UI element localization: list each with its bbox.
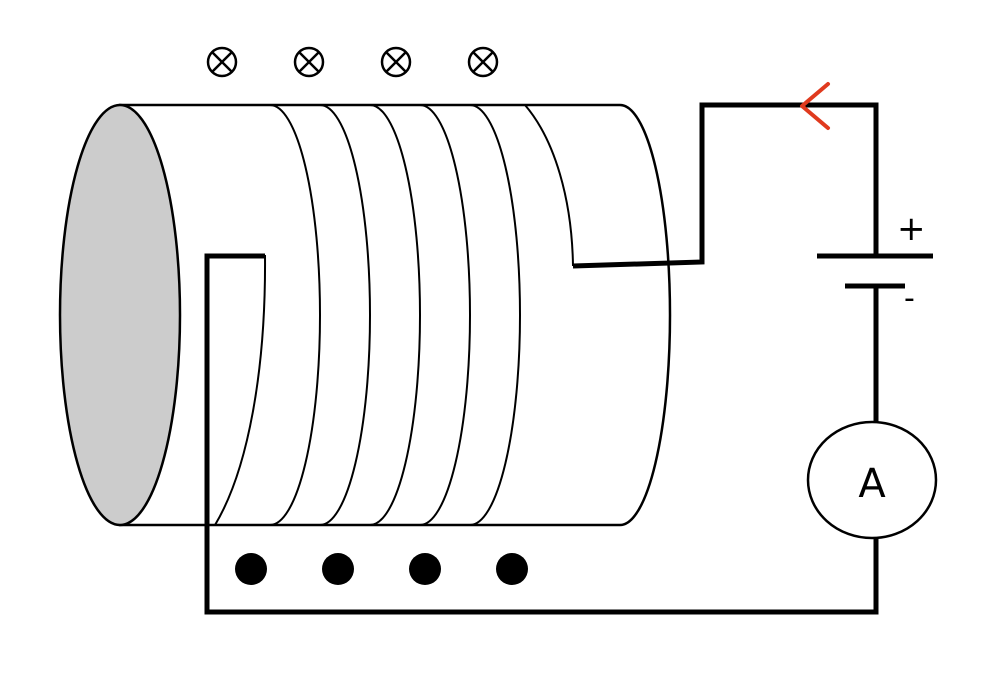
dot-out-of-page-icon (496, 553, 528, 585)
circuit-wire (204, 102, 879, 615)
cross-into-page-icon (380, 46, 412, 78)
coil-turn (419, 104, 471, 526)
field-into-page-markers (206, 46, 499, 78)
dot-out-of-page-icon (409, 553, 441, 585)
coil-turn (269, 104, 321, 526)
battery (817, 253, 933, 289)
dot-out-of-page-icon (235, 553, 267, 585)
cross-into-page-icon (293, 46, 325, 78)
coil-turn-first (214, 254, 267, 526)
solenoid-end-face (58, 103, 182, 527)
current-direction-arrow (800, 82, 830, 130)
dot-out-of-page-icon (322, 553, 354, 585)
cross-into-page-icon (206, 46, 238, 78)
coil-windings (214, 104, 574, 526)
cross-into-page-icon (467, 46, 499, 78)
battery-negative-label: - (904, 281, 915, 316)
wire-bottom-return (204, 253, 879, 615)
ammeter-label: A (858, 461, 886, 507)
battery-positive-label: + (897, 209, 926, 249)
coil-turn (469, 104, 521, 526)
coil-turn-last (524, 104, 574, 267)
solenoid-cylinder-body (118, 103, 672, 527)
field-out-of-page-markers (235, 553, 528, 585)
coil-turn (319, 104, 371, 526)
ammeter (806, 420, 938, 540)
wire-right-lead (572, 102, 879, 269)
coil-turn (369, 104, 421, 526)
